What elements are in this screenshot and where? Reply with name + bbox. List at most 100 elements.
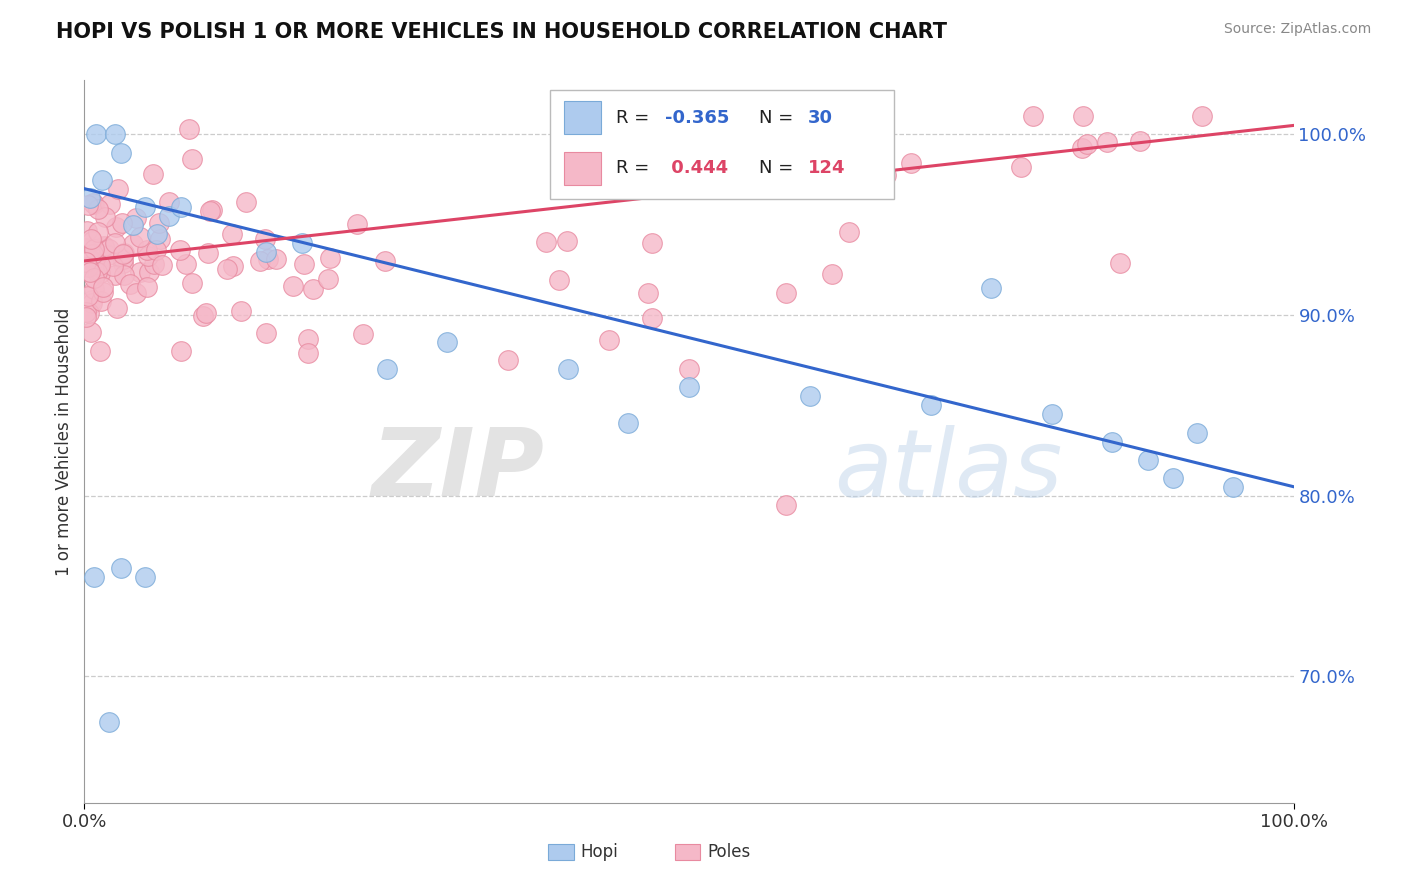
Point [254, 326, 277, 341]
Point [637, 285, 659, 300]
Point [436, 335, 458, 350]
Point [91, 285, 114, 299]
Point [374, 254, 396, 268]
Text: atlas: atlas [834, 425, 1063, 516]
Point [89, 258, 111, 272]
Point [640, 236, 662, 251]
Text: N =: N = [759, 109, 799, 127]
Text: 30: 30 [807, 109, 832, 127]
Point [97, 248, 120, 262]
Point [136, 243, 159, 257]
Point [135, 279, 157, 293]
Point [79, 191, 101, 205]
Point [80, 293, 103, 307]
Point [678, 362, 700, 376]
Point [256, 252, 278, 267]
Point [775, 285, 797, 300]
Point [170, 200, 193, 214]
Point [297, 345, 319, 359]
Point [875, 168, 897, 182]
Point [195, 306, 218, 320]
Point [111, 247, 134, 261]
Point [87, 263, 110, 277]
Point [104, 235, 127, 250]
Point [77, 260, 100, 275]
Point [121, 218, 143, 232]
Point [107, 301, 129, 315]
Point [136, 249, 159, 263]
Point [75, 305, 97, 319]
Point [548, 272, 571, 286]
Point [104, 128, 127, 142]
Point [76, 250, 98, 264]
Point [249, 254, 271, 268]
Point [641, 310, 664, 325]
Point [146, 227, 169, 241]
Point [76, 224, 98, 238]
Point [86, 265, 108, 279]
Point [83, 271, 105, 285]
Point [134, 200, 156, 214]
Point [111, 216, 134, 230]
Point [813, 142, 835, 156]
Point [980, 281, 1002, 295]
Point [75, 242, 97, 256]
Point [125, 211, 148, 226]
Text: -0.365: -0.365 [665, 109, 730, 127]
Text: 0.444: 0.444 [665, 159, 728, 178]
Point [89, 344, 111, 359]
Point [76, 289, 98, 303]
Point [318, 251, 340, 265]
Text: ZIP: ZIP [371, 425, 544, 516]
Point [301, 282, 323, 296]
Point [534, 235, 557, 249]
Point [76, 197, 98, 211]
Text: 124: 124 [807, 159, 845, 178]
Point [1129, 134, 1152, 148]
Point [201, 203, 224, 218]
Point [169, 244, 191, 258]
Point [215, 262, 238, 277]
Point [292, 257, 315, 271]
Point [1010, 160, 1032, 174]
Point [87, 225, 110, 239]
Point [149, 232, 172, 246]
Point [557, 362, 579, 376]
Point [157, 209, 180, 223]
Point [177, 122, 200, 136]
Point [352, 326, 374, 341]
Point [104, 268, 127, 283]
Point [235, 194, 257, 209]
Bar [564, 152, 600, 185]
Point [89, 266, 111, 280]
Point [266, 252, 288, 267]
Point [838, 225, 860, 239]
Point [180, 276, 202, 290]
Point [734, 159, 756, 173]
Point [80, 296, 103, 310]
Point [1070, 141, 1092, 155]
Point [254, 244, 277, 259]
Point [111, 256, 134, 270]
Point [1076, 137, 1098, 152]
Point [821, 267, 844, 281]
Point [617, 417, 640, 431]
Point [79, 253, 101, 268]
Bar [550, 90, 894, 200]
Point [87, 202, 110, 216]
Point [75, 241, 97, 255]
Point [129, 264, 152, 278]
Point [1101, 434, 1123, 449]
Point [174, 257, 197, 271]
Point [281, 279, 304, 293]
Point [1097, 135, 1119, 149]
Point [1108, 256, 1130, 270]
Point [86, 128, 108, 142]
Point [122, 237, 145, 252]
Point [1071, 109, 1094, 123]
Point [375, 362, 398, 376]
Point [316, 271, 339, 285]
Point [1040, 408, 1063, 422]
Point [87, 260, 110, 274]
Point [197, 246, 219, 260]
